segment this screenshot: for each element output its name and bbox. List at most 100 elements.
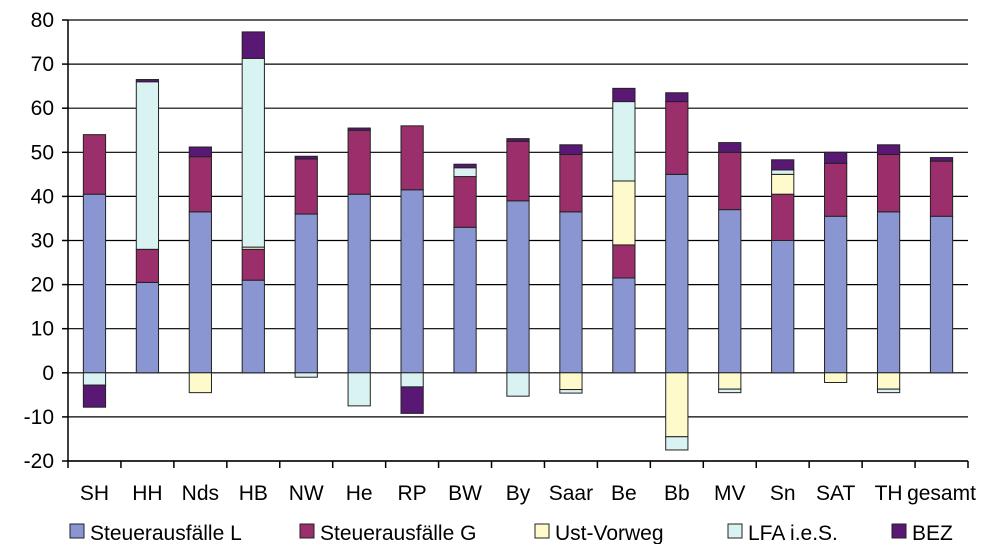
legend-swatch [69,523,85,539]
bar-segment [612,87,636,103]
bar-segment [559,154,583,213]
legend-swatch [727,523,743,539]
bar-segment [400,125,424,191]
bar-segment [771,193,795,242]
x-tick-label: SAT [816,482,855,505]
bar-segment [241,248,265,281]
bar-segment [612,244,636,279]
bar-segment [559,372,583,391]
x-tick-label: Sn [770,482,796,505]
legend-label: LFA i.e.S. [748,522,838,544]
x-tick-label: By [506,482,531,505]
y-tick-label: 70 [31,53,54,76]
bar-segment [771,169,795,175]
x-tick-label: Nds [182,482,219,505]
legend-label: Ust-Vorweg [555,522,664,544]
x-tick-label: HH [132,482,162,505]
bar-segment [718,209,742,374]
legend: Steuerausfälle L Steuerausfälle G Ust-Vorw… [69,522,953,544]
legend-label: Steuerausfälle G [320,522,476,544]
bar-segment [347,372,371,407]
y-tick-label: 40 [31,185,54,208]
bar-segment [718,142,742,153]
bar-segment [771,240,795,374]
bar-segment [665,173,689,374]
bar-segment [453,176,477,228]
bar-segment [241,31,265,59]
y-tick-label: -20 [24,450,54,473]
bar-segment [82,372,107,386]
bar-segment [188,146,212,158]
bar-segment [347,193,371,374]
bar-segment [188,372,212,394]
y-tick-label: 60 [31,97,54,120]
bar-segment [82,384,107,408]
y-tick-label: 10 [31,318,54,341]
bar-segment [718,372,742,390]
x-tick-label: NW [289,482,324,505]
bar-segment [188,211,212,374]
bar-segment [347,127,371,131]
bar-segment [718,151,742,211]
bar-segment [135,248,160,283]
bar-segment [929,157,954,162]
bar-segment [506,138,530,142]
bar-segment [241,279,265,374]
bar-segment [400,372,424,388]
legend-swatch [891,523,907,539]
bar-segment [241,57,265,248]
x-tick-label: TH [875,482,903,505]
x-tick-label: Be [611,482,637,505]
bar-segment [559,144,583,156]
y-tick-label: 50 [31,141,54,164]
y-tick-label: 30 [31,230,54,253]
x-tick-label: BW [448,482,482,505]
axes: -20 -10 0 10 20 30 40 50 60 70 80 SH HH Nds HB NW He RP BW… [24,9,976,505]
x-tick-label: MV [714,482,746,505]
x-tick-label: He [346,482,373,505]
bar-segment [453,163,477,169]
bar-segment [771,173,795,195]
x-tick-label: Bb [664,482,690,505]
bar-segment [876,211,901,374]
bar-segment [453,226,477,374]
bar-segment [294,158,318,215]
x-tick-label: SH [80,482,109,505]
bar-segment [400,189,424,374]
bar-segment [824,372,848,384]
legend-swatch [299,523,315,539]
bar-segment [929,215,954,374]
legend-swatch [534,523,550,539]
bar-segment [824,162,848,217]
bar-segment [612,101,636,182]
bar-segment [876,372,901,390]
bar-segment [559,389,583,394]
bar-segment [612,180,636,246]
bar-segment [135,281,160,374]
y-tick-label: 80 [31,9,54,32]
bar-segment [82,134,107,195]
bar-segment [82,193,107,374]
x-tick-label: Saar [549,482,593,505]
bar-segment [294,155,318,160]
legend-label: Steuerausfälle L [90,522,242,544]
bar-segment [188,156,212,213]
bar-segment [876,388,901,394]
bar-segment [771,159,795,171]
bar-segment [718,388,742,394]
bar-segment [824,151,848,164]
legend-label: BEZ [912,522,953,544]
bar-segment [400,386,424,414]
x-tick-label: RP [398,482,427,505]
bar-segment [876,144,901,156]
y-tick-label: 20 [31,274,54,297]
bars [82,31,954,451]
bar-segment [929,160,954,217]
bar-segment [135,79,160,83]
y-tick-label: -10 [24,406,54,429]
bar-segment [453,167,477,178]
y-tick-label: 0 [42,362,54,385]
bar-segment [294,213,318,374]
bar-segment [135,81,160,250]
